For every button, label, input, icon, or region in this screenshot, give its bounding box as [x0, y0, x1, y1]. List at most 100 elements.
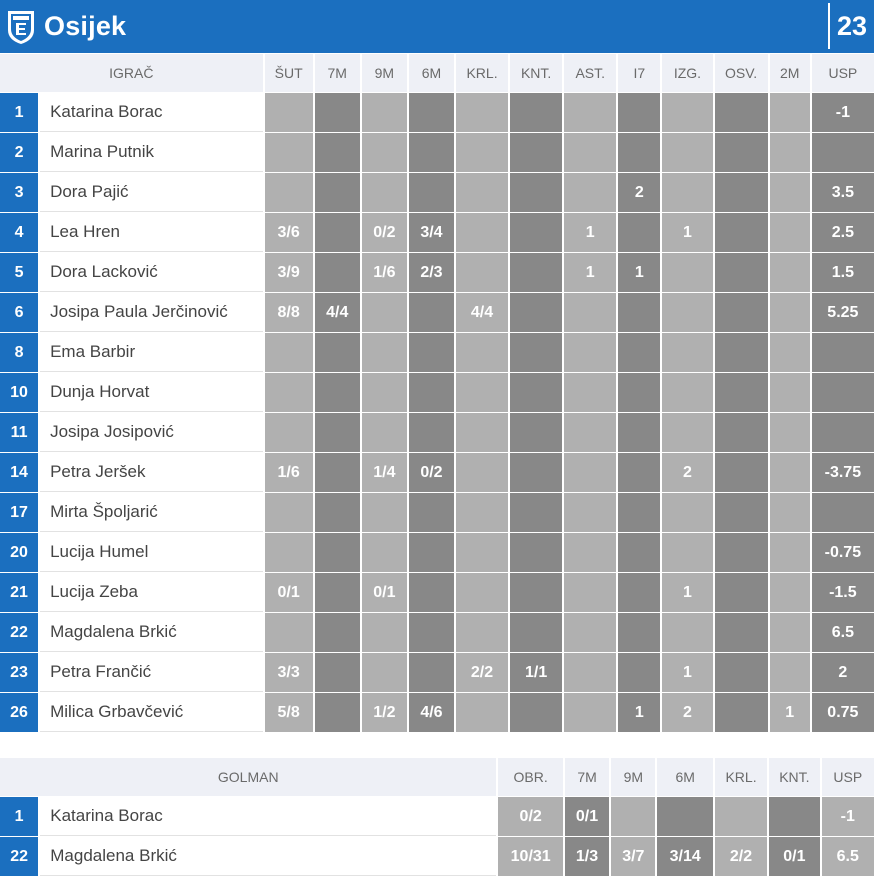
stat-cell	[564, 573, 617, 612]
stat-cell	[510, 93, 563, 132]
stat-cell: 0/1	[564, 797, 610, 836]
goalkeepers-header-row: GOLMAN OBR. 7M 9M 6M KRL. KNT. USP	[0, 758, 874, 796]
column-header: KRL.	[714, 758, 768, 796]
stat-cell	[769, 173, 810, 212]
stat-cell	[769, 253, 810, 292]
stat-cell	[564, 613, 617, 652]
stat-cell	[314, 653, 360, 692]
stat-cell	[361, 373, 407, 412]
goalkeepers-table: GOLMAN OBR. 7M 9M 6M KRL. KNT. USP 1 Katarina Bo…	[0, 757, 874, 877]
stat-cell	[361, 533, 407, 572]
stat-cell	[662, 533, 713, 572]
stat-cell: 1/4	[361, 453, 407, 492]
stat-cell	[408, 493, 454, 532]
stat-cell	[455, 373, 509, 412]
stat-cell	[618, 333, 661, 372]
stat-cell	[510, 693, 563, 732]
table-row: 10 Dunja Horvat	[0, 373, 874, 412]
stat-cell	[455, 453, 509, 492]
column-header: ŠUT	[264, 54, 313, 92]
stat-cell	[264, 533, 313, 572]
stat-cell	[714, 133, 768, 172]
stat-cell	[314, 573, 360, 612]
stat-cell	[714, 293, 768, 332]
column-header: GOLMAN	[0, 758, 497, 796]
stat-cell	[361, 493, 407, 532]
stat-cell: 1/6	[264, 453, 313, 492]
stat-cell	[408, 413, 454, 452]
stat-cell	[611, 797, 656, 836]
jersey-number: 10	[0, 373, 39, 412]
jersey-number: 21	[0, 573, 39, 612]
stat-cell: 1	[618, 693, 661, 732]
stat-cell	[314, 493, 360, 532]
column-header: OSV.	[714, 54, 768, 92]
stat-cell	[510, 573, 563, 612]
stat-cell	[662, 373, 713, 412]
player-name: Lucija Humel	[40, 533, 263, 572]
stat-cell	[455, 93, 509, 132]
stat-cell	[662, 333, 713, 372]
stat-cell	[510, 133, 563, 172]
player-name: Mirta Špoljarić	[40, 493, 263, 532]
player-name: Katarina Borac	[40, 93, 263, 132]
jersey-number: 17	[0, 493, 39, 532]
stat-cell: 0/1	[264, 573, 313, 612]
stat-cell	[564, 333, 617, 372]
jersey-number: 6	[0, 293, 39, 332]
stat-cell: 2.5	[811, 213, 874, 252]
stat-cell: 1.5	[811, 253, 874, 292]
stat-cell: 3/7	[611, 837, 656, 876]
stat-cell	[361, 653, 407, 692]
column-header: I7	[618, 54, 661, 92]
stat-cell	[811, 413, 874, 452]
table-row: 8 Ema Barbir	[0, 333, 874, 372]
stat-cell	[564, 413, 617, 452]
stat-cell: 6.5	[821, 837, 874, 876]
team-header: Osijek 23	[0, 0, 874, 53]
stat-cell	[714, 573, 768, 612]
stat-cell: 1	[769, 693, 810, 732]
table-row: 14 Petra Jeršek 1/6 1/4 0/2 2 -3.75	[0, 453, 874, 492]
stat-cell	[314, 533, 360, 572]
stat-cell: 3/6	[264, 213, 313, 252]
stat-cell	[510, 533, 563, 572]
stat-cell	[408, 173, 454, 212]
stat-cell	[564, 93, 617, 132]
jersey-number: 22	[0, 613, 39, 652]
stat-cell	[769, 133, 810, 172]
stat-cell: 3/3	[264, 653, 313, 692]
column-header: AST.	[564, 54, 617, 92]
club-crest-icon	[6, 8, 36, 46]
stat-cell: 10/31	[498, 837, 563, 876]
stat-cell	[455, 613, 509, 652]
stat-cell: 1	[564, 253, 617, 292]
stat-cell	[769, 293, 810, 332]
stat-cell	[769, 613, 810, 652]
stat-cell: 4/4	[314, 293, 360, 332]
stat-cell	[455, 413, 509, 452]
stat-cell	[769, 797, 820, 836]
player-name: Dora Lacković	[40, 253, 263, 292]
table-row: 21 Lucija Zeba 0/1 0/1 1 -1.5	[0, 573, 874, 612]
stat-cell	[314, 133, 360, 172]
stat-cell: 1/3	[564, 837, 610, 876]
stat-cell	[408, 293, 454, 332]
stat-cell	[564, 653, 617, 692]
stat-cell	[455, 573, 509, 612]
stat-cell	[314, 693, 360, 732]
stat-cell	[618, 453, 661, 492]
stat-cell: 2/2	[714, 837, 768, 876]
stat-cell	[769, 213, 810, 252]
stat-cell	[264, 413, 313, 452]
stat-cell	[455, 333, 509, 372]
stat-cell: -1	[821, 797, 874, 836]
stat-cell: 5/8	[264, 693, 313, 732]
stat-cell	[564, 173, 617, 212]
stat-cell	[455, 693, 509, 732]
stat-cell	[618, 133, 661, 172]
column-header: KRL.	[455, 54, 509, 92]
table-row: 5 Dora Lacković 3/9 1/6 2/3 1 1 1.5	[0, 253, 874, 292]
table-row: 20 Lucija Humel -0.75	[0, 533, 874, 572]
table-row: 22 Magdalena Brkić 6.5	[0, 613, 874, 652]
